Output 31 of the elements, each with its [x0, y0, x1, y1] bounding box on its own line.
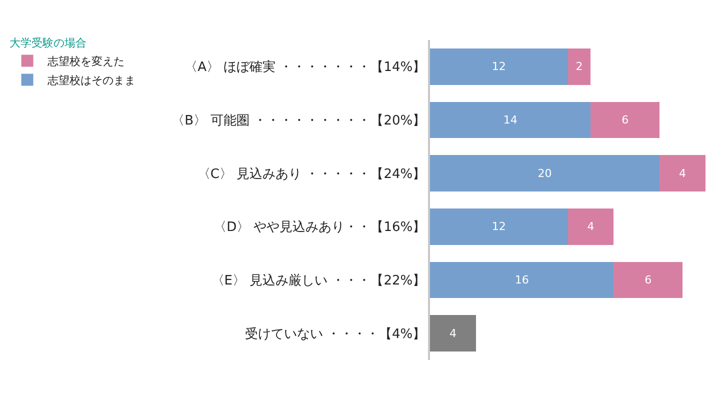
bar [430, 155, 660, 192]
legend-title: 大学受験の場合 [9, 36, 86, 50]
bar [430, 315, 476, 352]
data-label: 6 [644, 274, 652, 286]
bar [614, 262, 683, 298]
data-label: 4 [587, 220, 594, 234]
data-label: 16 [514, 274, 529, 286]
bar [568, 208, 614, 245]
bar [430, 48, 568, 85]
y-tick-label: 〈D〉 やや見込みあり・・【16%】 [214, 220, 426, 236]
y-tick-label: 〈A〉 ほぼ確実 ・・・・・・・【14%】 [184, 59, 426, 76]
data-label: 4 [449, 326, 456, 340]
bar [430, 262, 614, 298]
data-label: 4 [679, 166, 686, 180]
data-label: 12 [492, 60, 506, 74]
y-tick-label: 受けていない ・・・・【4%】 [244, 326, 426, 342]
bar [660, 155, 706, 192]
data-label: 20 [538, 166, 552, 180]
legend-label: 志望校はそのまま [47, 74, 136, 88]
data-label: 14 [503, 114, 518, 126]
y-tick-label: 〈C〉 見込みあり ・・・・・【24%】 [197, 166, 426, 182]
bar [568, 48, 591, 85]
bar [590, 102, 660, 138]
bar [430, 102, 591, 138]
data-label: 6 [622, 114, 629, 126]
legend-label: 志望校を変えた [47, 55, 124, 68]
y-tick-label: 〈B〉 可能圏 ・・・・・・・・・【20%】 [172, 114, 426, 129]
y-tick-label: 〈E〉 見込み厳しい ・・・【22%】 [211, 274, 426, 289]
data-label: 12 [492, 220, 506, 234]
bar [430, 208, 568, 245]
data-label: 2 [576, 60, 583, 74]
